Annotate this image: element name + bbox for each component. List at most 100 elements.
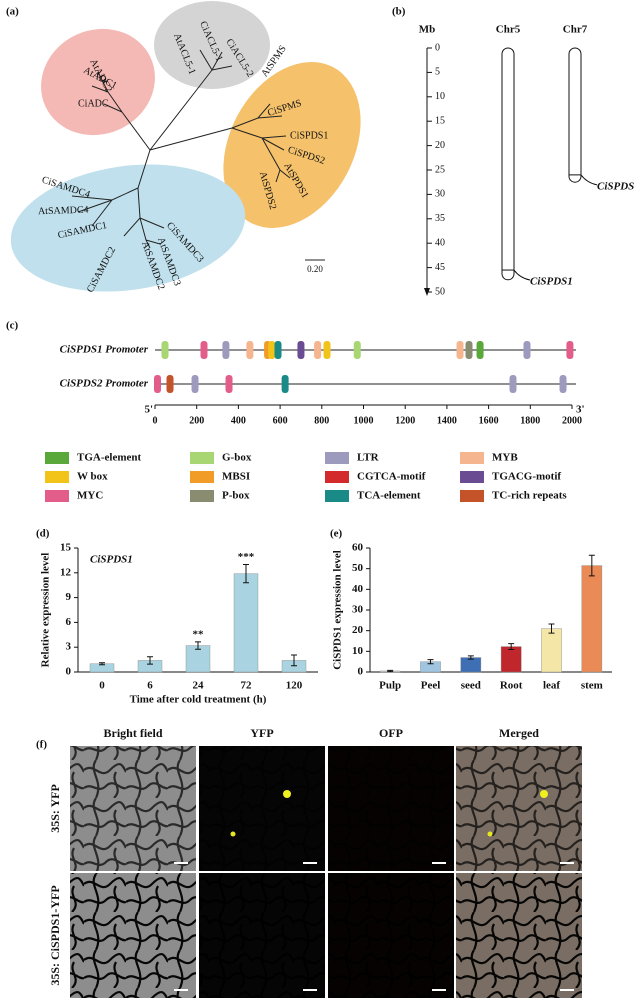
tick-label: 1400 xyxy=(437,415,457,426)
branch xyxy=(149,103,291,183)
legend-swatch xyxy=(460,471,484,483)
row-label: 35S: YFP xyxy=(48,784,62,833)
cis-element xyxy=(274,341,282,359)
tick-label: 1200 xyxy=(395,415,415,426)
legend-swatch xyxy=(190,490,214,502)
gene-leader xyxy=(513,269,531,281)
legend-swatch xyxy=(460,452,484,464)
cis-element xyxy=(246,341,254,359)
legend-label: MYC xyxy=(77,490,103,502)
panel-label: (d) xyxy=(36,528,50,540)
cis-element xyxy=(225,375,233,393)
bar xyxy=(541,628,562,673)
column-header: YFP xyxy=(250,726,273,740)
cell-walls xyxy=(328,746,454,871)
legend-swatch xyxy=(325,490,349,502)
x-tick-label: 120 xyxy=(286,680,303,692)
y-tick-label: 3 xyxy=(66,641,72,653)
panel-label: (f) xyxy=(36,739,47,751)
tick-label: 5 xyxy=(435,67,440,78)
x-tick-label: 6 xyxy=(147,680,153,692)
legend-label: TGA-element xyxy=(77,452,141,464)
legend-label: MBSI xyxy=(222,471,250,483)
y-tick-label: 6 xyxy=(66,616,72,628)
legend-label: TGACG-motif xyxy=(492,471,561,483)
cis-element xyxy=(154,375,162,393)
nucleus xyxy=(487,831,493,837)
chart-title: CiSPDS1 xyxy=(90,554,133,566)
tick-label: 10 xyxy=(435,91,445,102)
tick-label: 400 xyxy=(231,415,246,426)
legend-swatch xyxy=(45,471,69,483)
cis-element xyxy=(314,341,322,359)
bar xyxy=(185,645,211,673)
cis-element xyxy=(323,341,331,359)
legend-swatch xyxy=(325,452,349,464)
annotation: *** xyxy=(238,551,255,563)
x-axis-label: Time after cold treatment (h) xyxy=(130,694,267,706)
cis-element xyxy=(559,375,567,393)
x-tick-label: Pulp xyxy=(379,680,401,692)
error-bar xyxy=(588,554,595,577)
legend-label: LTR xyxy=(357,452,380,464)
x-tick-label: seed xyxy=(461,680,481,692)
error-bar xyxy=(548,623,555,634)
tick-label: 800 xyxy=(314,415,329,426)
y-tick-label: 0 xyxy=(358,666,364,678)
x-tick-label: Peel xyxy=(421,680,441,692)
panel-label: (e) xyxy=(330,528,343,540)
x-tick-label: 24 xyxy=(193,680,205,692)
cis-element xyxy=(268,341,276,359)
cell-walls xyxy=(456,873,582,998)
clade-samdc xyxy=(10,164,246,292)
chromosome xyxy=(568,47,582,183)
chromosome-name: Chr5 xyxy=(496,24,521,36)
cell-walls xyxy=(70,746,196,871)
legend-label: MYB xyxy=(492,452,518,464)
legend-label: W box xyxy=(77,471,108,483)
row-label: 35S: CiSPDS1-YFP xyxy=(48,885,62,985)
x-tick-label: 0 xyxy=(99,680,105,692)
cis-element xyxy=(523,341,531,359)
chromosome-name: Chr7 xyxy=(563,24,588,36)
tick-label: 15 xyxy=(435,115,445,126)
promoter-name: CiSPDS1 Promoter xyxy=(60,344,149,356)
chromosome xyxy=(501,47,515,281)
y-tick-label: 40 xyxy=(352,583,364,595)
y-tick-label: 0 xyxy=(66,666,72,678)
end-label: 5' xyxy=(144,404,153,416)
error-bar xyxy=(427,659,434,665)
tick-label: 50 xyxy=(435,286,445,297)
y-tick-label: 30 xyxy=(352,604,364,616)
legend-swatch xyxy=(45,452,69,464)
tick-label: 600 xyxy=(273,415,288,426)
bar xyxy=(233,573,259,673)
error-bar xyxy=(467,655,474,660)
y-tick-label: 10 xyxy=(352,645,364,657)
error-bar xyxy=(99,662,105,666)
x-tick-label: stem xyxy=(581,680,603,692)
cis-element xyxy=(465,341,473,359)
column-header: OFP xyxy=(379,726,403,740)
tick-label: 20 xyxy=(435,140,445,151)
cis-element xyxy=(191,375,199,393)
tick-label: 0 xyxy=(435,42,440,53)
legend-swatch xyxy=(190,471,214,483)
tick-label: 25 xyxy=(435,164,445,175)
tick-label: 0 xyxy=(153,415,158,426)
cis-element xyxy=(161,341,169,359)
annotation: ** xyxy=(193,628,205,640)
nucleus xyxy=(283,790,291,798)
leaf-label: AtSAMDC4 xyxy=(38,205,89,218)
cis-element xyxy=(476,341,484,359)
error-bar xyxy=(387,669,394,673)
leaf-label: CiSPDS1 xyxy=(290,130,328,141)
x-tick-label: leaf xyxy=(543,680,560,692)
cell-walls xyxy=(199,746,325,871)
y-tick-label: 60 xyxy=(352,542,364,554)
bar xyxy=(460,657,482,673)
cis-element xyxy=(166,375,174,393)
clade-adc xyxy=(41,28,155,136)
tick-label: 2000 xyxy=(562,415,582,426)
cell-walls xyxy=(456,746,582,871)
